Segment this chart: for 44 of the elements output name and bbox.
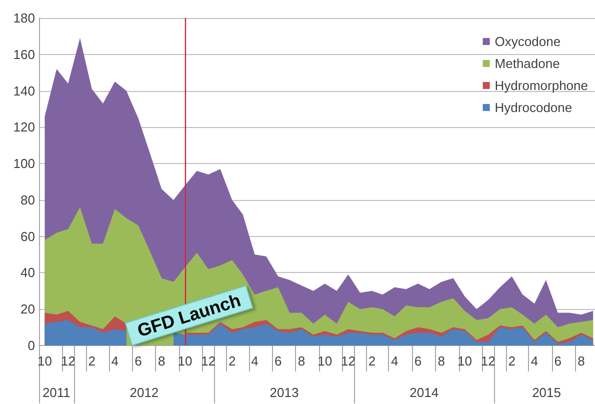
x-tick-label: 4	[251, 354, 258, 368]
x-tick-label: 6	[274, 354, 282, 368]
y-tick-label: 140	[13, 83, 35, 98]
x-tick-label: 8	[298, 354, 306, 368]
x-tick-label: 12	[480, 354, 496, 368]
x-tick-label: 8	[578, 354, 585, 368]
x-tick-label: 2	[88, 354, 96, 368]
x-tick-label: 4	[390, 354, 398, 368]
x-tick-label: 6	[134, 354, 142, 368]
text: 2015	[532, 385, 561, 400]
text: 2012	[130, 385, 159, 400]
x-tick-label: 12	[340, 354, 356, 368]
legend-label: Methadone	[494, 56, 560, 71]
x-tick-label: 2	[508, 354, 516, 368]
x-tick-label: 8	[158, 354, 166, 368]
y-tick-label: 160	[13, 46, 35, 62]
x-tick-label: 6	[554, 354, 562, 368]
y-tick-label: 120	[13, 120, 35, 135]
x-tick-label: 8	[438, 354, 445, 368]
y-tick-label: 40	[20, 265, 35, 280]
x-tick-label: 12	[201, 354, 216, 368]
text: 2011	[42, 385, 70, 400]
y-tick-label: 20	[20, 302, 35, 317]
x-tick-label: 10	[457, 354, 472, 368]
legend-label: Hydromorphone	[494, 78, 588, 93]
ref-line-label: GFD Launch	[134, 290, 244, 341]
x-tick-label: 2	[368, 354, 376, 368]
y-tick-label: 60	[20, 228, 35, 244]
y-tick-label: 0	[28, 338, 35, 353]
text: 2013	[270, 385, 299, 400]
legend-label: Oxycodone	[494, 34, 561, 49]
x-tick-label: 10	[318, 354, 332, 368]
y-tick-label: 100	[13, 156, 35, 172]
x-tick-label: 12	[60, 354, 76, 368]
x-tick-label: 10	[38, 354, 52, 368]
x-tick-label: 4	[530, 354, 538, 368]
x-tick-label: 10	[178, 354, 192, 368]
y-tick-label: 80	[20, 192, 35, 208]
x-tick-label: 6	[414, 354, 422, 368]
legend-label: Hydrocodone	[494, 100, 572, 115]
y-tick-label: 180	[13, 10, 35, 26]
x-tick-label: 4	[111, 354, 118, 368]
text: 2014	[410, 385, 439, 400]
x-tick-label: 2	[228, 354, 236, 368]
